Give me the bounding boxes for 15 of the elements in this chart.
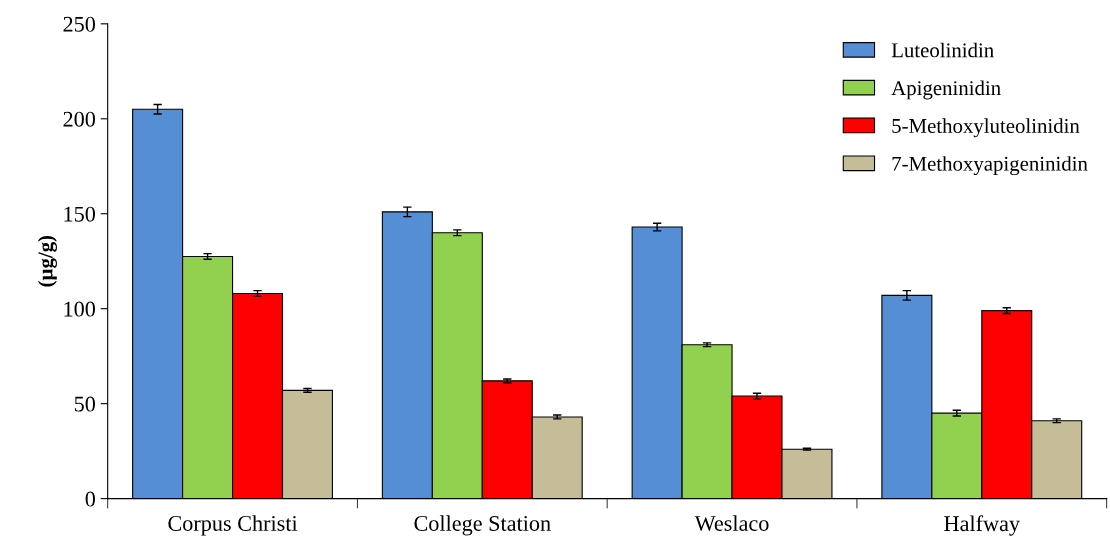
legend-label: 7-Methoxyapigeninidin (892, 156, 1088, 176)
y-axis-title: (µg/g) (37, 235, 57, 287)
y-tick-label: 150 (64, 206, 96, 222)
x-tick-label: Weslaco (694, 515, 769, 532)
x-tick-label: Halfway (944, 515, 1020, 536)
y-tick-label: 50 (74, 396, 96, 412)
legend-label: Apigeninidin (891, 80, 1001, 100)
x-tick-label: Corpus Christi (168, 515, 298, 536)
y-tick-label: 0 (85, 491, 96, 507)
legend-label: 5-Methoxyluteolinidin (892, 118, 1080, 138)
x-tick-label: College Station (414, 515, 551, 536)
y-tick-label: 250 (63, 16, 96, 32)
y-tick-label: 100 (64, 301, 96, 317)
y-tick-label: 200 (63, 111, 96, 127)
legend-label: Luteolinidin (891, 42, 994, 58)
